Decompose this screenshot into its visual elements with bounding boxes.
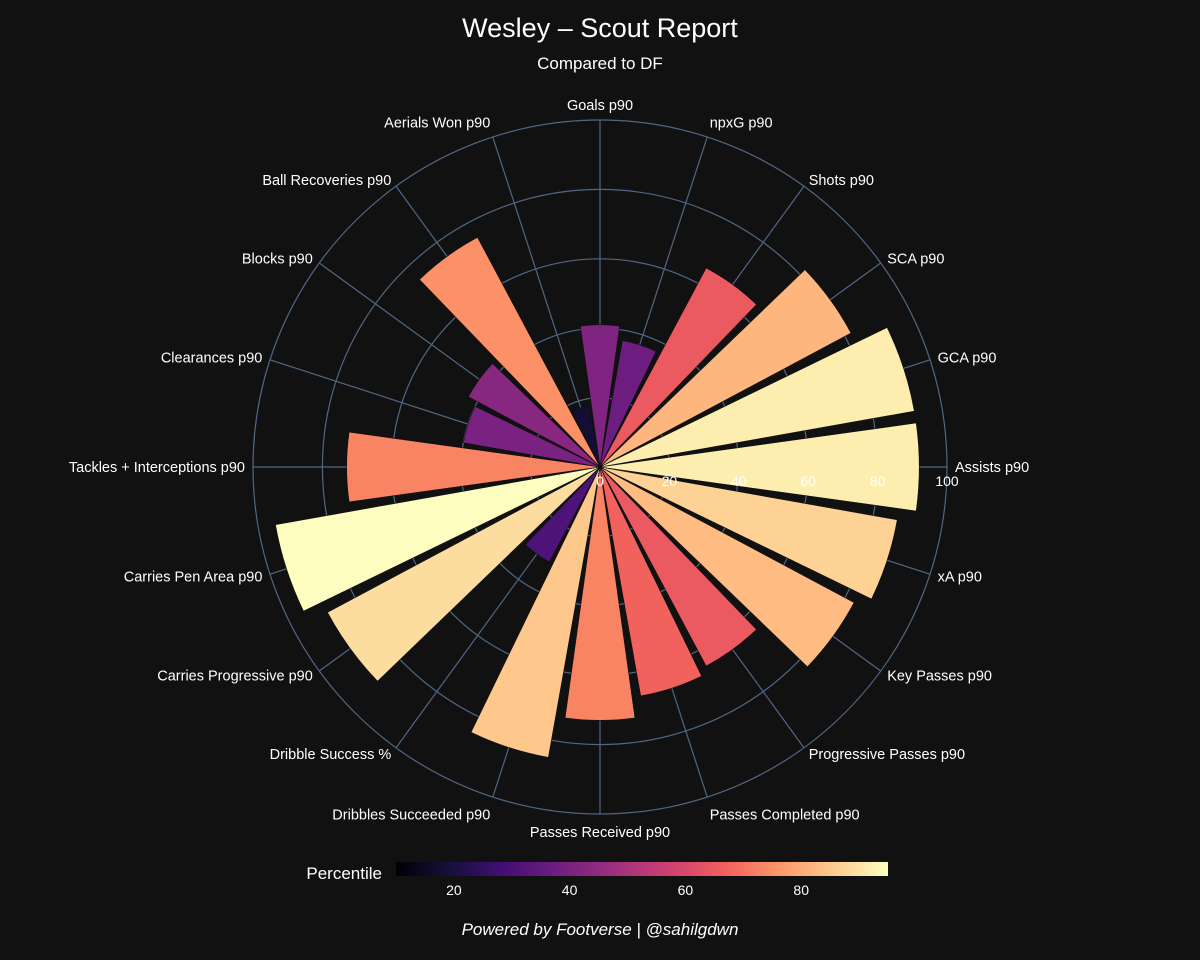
category-label: xA p90 — [938, 570, 982, 586]
category-label: Key Passes p90 — [887, 669, 992, 685]
bar-progressive-passes-p90 — [599, 466, 757, 667]
category-label: Shots p90 — [809, 173, 874, 189]
bar-sca-p90 — [599, 269, 852, 468]
colorbar-tick-label: 20 — [446, 882, 462, 898]
category-labels: Goals p90 npxG p90 Shots p90 SCA p90 GCA p90… — [69, 98, 1029, 841]
bar-carries-progressive-p90 — [327, 466, 601, 682]
colorbar-gradient — [396, 862, 888, 876]
bar-xa-p90 — [599, 466, 898, 600]
footer-credit: Powered by Footverse | @sahilgdwn — [462, 920, 739, 939]
category-label: Dribbles Succeeded p90 — [332, 808, 490, 824]
bar-passes-completed-p90 — [599, 466, 703, 697]
bar-carries-pen-area-p90 — [275, 466, 601, 612]
bar-dribbles-succeeded-p90 — [470, 466, 601, 758]
colorbar-tick-label: 60 — [678, 882, 694, 898]
bar-dribble-success — [524, 466, 601, 563]
radial-tick-label: 80 — [870, 473, 886, 489]
category-label: Carries Pen Area p90 — [124, 570, 263, 586]
bar-passes-received-p90 — [564, 466, 636, 721]
bar-npxg-p90 — [599, 340, 657, 468]
radial-tick-label: 20 — [662, 473, 678, 489]
colorbar-ticks: 20 40 60 80 — [446, 882, 809, 898]
chart-subtitle: Compared to DF — [537, 54, 663, 73]
bars — [275, 236, 920, 758]
category-label: Progressive Passes p90 — [809, 747, 965, 763]
radial-ticks: 0 20 40 60 80 100 — [596, 473, 959, 489]
category-label: Aerials Won p90 — [384, 115, 490, 131]
category-label: Clearances p90 — [161, 350, 263, 366]
category-label: Passes Completed p90 — [710, 808, 860, 824]
colorbar: Percentile 20 40 60 80 — [306, 862, 888, 898]
chart-title: Wesley – Scout Report — [462, 13, 738, 43]
category-label: Goals p90 — [567, 98, 633, 114]
category-label: Ball Recoveries p90 — [262, 173, 391, 189]
radial-tick-label: 100 — [935, 473, 959, 489]
colorbar-tick-label: 80 — [793, 882, 809, 898]
bar-clearances-p90 — [462, 405, 601, 468]
category-label: Dribble Success % — [270, 747, 392, 763]
colorbar-tick-label: 40 — [562, 882, 578, 898]
bar-ball-recoveries-p90 — [419, 236, 601, 468]
bar-key-passes-p90 — [599, 466, 855, 668]
category-label: Tackles + Interceptions p90 — [69, 460, 245, 476]
bar-tackles-interceptions-p90 — [346, 431, 601, 503]
bar-shots-p90 — [599, 267, 757, 468]
radial-tick-label: 0 — [596, 473, 604, 489]
colorbar-title: Percentile — [306, 864, 382, 883]
bar-gca-p90 — [599, 327, 915, 468]
category-label: GCA p90 — [938, 350, 997, 366]
category-label: Assists p90 — [955, 460, 1029, 476]
category-label: SCA p90 — [887, 251, 944, 267]
category-label: Blocks p90 — [242, 251, 313, 267]
bar-blocks-p90 — [467, 363, 601, 468]
bar-aerials-won-p90 — [572, 405, 601, 468]
radial-tick-label: 60 — [800, 473, 816, 489]
category-label: Carries Progressive p90 — [157, 669, 313, 685]
category-label: npxG p90 — [710, 115, 773, 131]
bar-goals-p90 — [580, 324, 620, 468]
bar-assists-p90 — [599, 422, 920, 512]
category-label: Passes Received p90 — [530, 825, 670, 841]
radial-tick-label: 40 — [731, 473, 747, 489]
